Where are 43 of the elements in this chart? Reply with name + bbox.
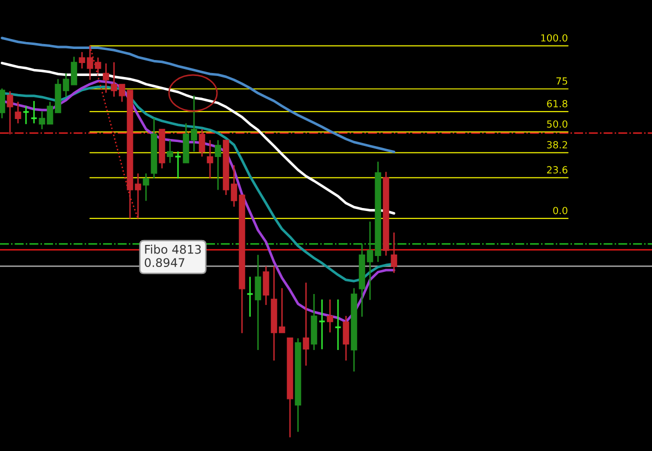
annotation: 0.0 (553, 206, 568, 214)
candlestick (342, 315, 350, 362)
candlestick (0, 88, 6, 119)
annotation: 23.6 (547, 166, 568, 174)
candlestick (94, 56, 102, 74)
candlestick (166, 139, 174, 164)
candlestick (302, 282, 310, 366)
candlestick (62, 72, 70, 98)
annotation: 38.2 (547, 141, 568, 148)
candlestick (30, 100, 38, 124)
candlestick (118, 83, 126, 102)
candlestick (278, 287, 286, 334)
candlestick (46, 101, 54, 125)
candlestick (326, 298, 334, 334)
candlestick (78, 51, 86, 70)
candlestick (142, 172, 150, 202)
candlestick (38, 110, 46, 130)
candlestick (102, 62, 110, 94)
candlestick (134, 172, 142, 220)
annotation: Fibo 4813 0.8947 (144, 244, 201, 268)
candlestick (6, 90, 14, 135)
candlestick (246, 276, 254, 318)
candlestick (318, 298, 326, 350)
annotation: 61.8 (547, 100, 568, 108)
candlestick (262, 266, 270, 306)
candlestick (254, 254, 262, 351)
candlestick (190, 94, 198, 152)
candlestick (198, 128, 206, 158)
annotation: 100.0 (541, 34, 568, 42)
candlestick (22, 105, 30, 125)
candlestick (214, 139, 222, 191)
candlestick (230, 164, 238, 208)
candlestick (86, 45, 94, 81)
candlestick (174, 150, 182, 180)
candlestick (206, 139, 214, 180)
candlestick (366, 220, 374, 301)
candlestick (334, 298, 342, 351)
candlestick (110, 62, 118, 98)
candlestick (70, 56, 78, 86)
annotation: 75 (556, 77, 568, 85)
candlestick (390, 232, 398, 274)
candlestick (14, 101, 22, 124)
annotation: 50.0 (547, 120, 568, 128)
